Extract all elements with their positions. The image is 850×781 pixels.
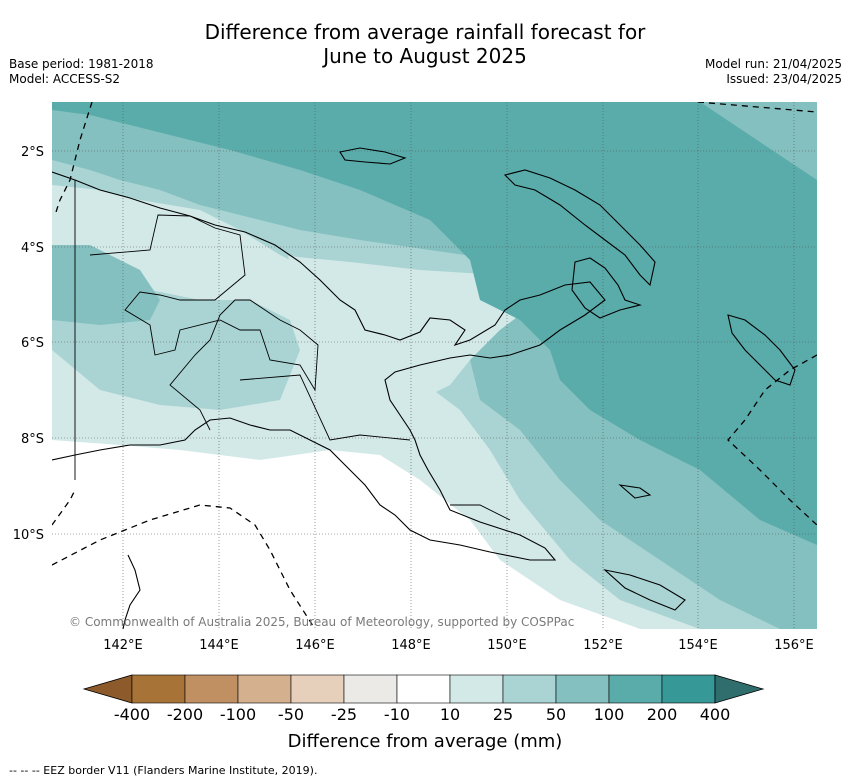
- title-line-1: Difference from average rainfall forecas…: [204, 20, 646, 44]
- meta-right: Model run: 21/04/2025 Issued: 23/04/2025: [705, 57, 842, 87]
- lat-label: 2°S: [21, 145, 44, 160]
- band-100-200: [52, 102, 817, 545]
- bougainville-island: [727, 314, 796, 386]
- colorbar-tick-label: 200: [647, 705, 678, 724]
- colorbar-swatch: [184, 674, 239, 704]
- lat-label: 4°S: [21, 241, 44, 256]
- lat-labels: 2°S 4°S 6°S 8°S 10°S: [13, 145, 44, 543]
- east-islands: [603, 484, 686, 611]
- base-period: Base period: 1981-2018: [9, 57, 154, 71]
- colorbar-swatch: [290, 674, 345, 704]
- lon-label: 152°E: [583, 638, 623, 653]
- manus-island: [339, 147, 407, 165]
- colorbar-swatch: [131, 674, 186, 704]
- lon-label: 142°E: [103, 638, 143, 653]
- colorbar-swatch: [555, 674, 610, 704]
- eez-footnote: -- -- -- EEZ border V11 (Flanders Marine…: [9, 764, 318, 777]
- colorbar-tick-label: -100: [220, 705, 256, 724]
- colorbar-tick-label: 100: [594, 705, 625, 724]
- lon-label: 150°E: [487, 638, 527, 653]
- model-name: Model: ACCESS-S2: [9, 72, 121, 86]
- lon-label: 154°E: [678, 638, 718, 653]
- copyright-notice: © Commonwealth of Australia 2025, Bureau…: [69, 615, 574, 629]
- band-50-100-west: [52, 245, 160, 325]
- lon-label: 144°E: [199, 638, 239, 653]
- issued-date: Issued: 23/04/2025: [726, 72, 842, 86]
- colorbar-tick-label: 25: [493, 705, 513, 724]
- colorbar-swatch: [237, 674, 292, 704]
- colorbar-tick-label: -200: [167, 705, 203, 724]
- map-title: Difference from average rainfall forecas…: [0, 20, 850, 68]
- colorbar-swatch: [608, 674, 663, 704]
- eez-borders: [52, 102, 817, 629]
- title-line-2: June to August 2025: [323, 44, 527, 68]
- colorbar: -400 -200 -100 -50 -25 -10 10 25 50 100 200 400: [82, 674, 765, 724]
- model-run: Model run: 21/04/2025: [704, 57, 842, 71]
- new-guinea-coast: [52, 171, 606, 561]
- colorbar-arrow-low: [82, 674, 133, 704]
- colorbar-tick-label: -400: [114, 705, 150, 724]
- colorbar-tick-label: 400: [700, 705, 731, 724]
- colorbar-tick-label: 50: [546, 705, 566, 724]
- coastlines: [52, 147, 796, 629]
- colorbar-tick-label: -25: [331, 705, 357, 724]
- lat-label: 6°S: [21, 336, 44, 351]
- colorbar-title: Difference from average (mm): [287, 731, 563, 752]
- meta-left: Base period: 1981-2018 Model: ACCESS-S2: [9, 57, 154, 87]
- lat-label: 10°S: [13, 528, 44, 543]
- rainfall-field: [52, 102, 817, 629]
- colorbar-tick-label: -50: [278, 705, 304, 724]
- lon-label: 146°E: [295, 638, 335, 653]
- colorbar-swatch: [343, 674, 398, 704]
- new-ireland-coast: [503, 169, 656, 287]
- provincial-borders: [74, 180, 511, 521]
- colorbar-arrow-high: [714, 674, 765, 704]
- lon-label: 156°E: [774, 638, 814, 653]
- colorbar-swatch: [449, 674, 504, 704]
- colorbar-tick-label: -10: [384, 705, 410, 724]
- cape-york: [122, 554, 141, 629]
- graticule: [52, 102, 817, 629]
- colorbar-swatch: [502, 674, 557, 704]
- lon-labels: 142°E 144°E 146°E 148°E 150°E 152°E 154°…: [103, 638, 814, 653]
- new-britain-coast: [571, 257, 642, 319]
- colorbar-swatch: [661, 674, 716, 704]
- lat-label: 8°S: [21, 432, 44, 447]
- colorbar-swatch: [396, 674, 451, 704]
- lon-label: 148°E: [391, 638, 431, 653]
- colorbar-tick-label: 10: [440, 705, 460, 724]
